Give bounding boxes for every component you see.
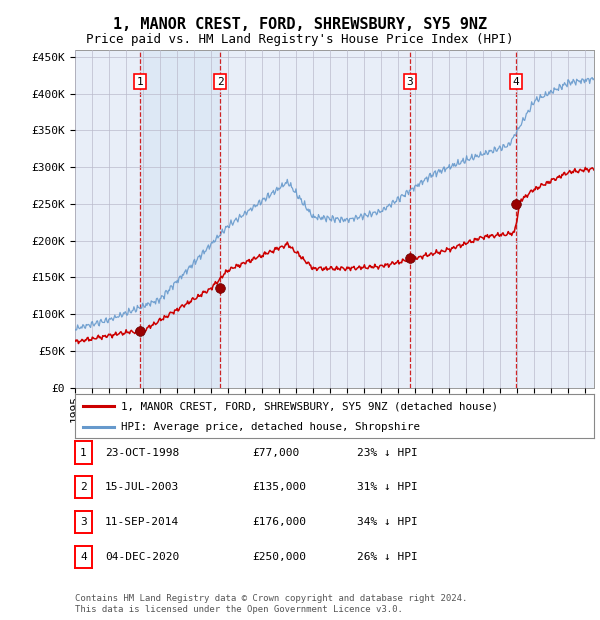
Text: £250,000: £250,000 <box>252 552 306 562</box>
Text: 2: 2 <box>217 77 224 87</box>
Text: HPI: Average price, detached house, Shropshire: HPI: Average price, detached house, Shro… <box>121 422 419 432</box>
Text: Contains HM Land Registry data © Crown copyright and database right 2024.
This d: Contains HM Land Registry data © Crown c… <box>75 595 467 614</box>
Text: £176,000: £176,000 <box>252 517 306 527</box>
Text: 1, MANOR CREST, FORD, SHREWSBURY, SY5 9NZ (detached house): 1, MANOR CREST, FORD, SHREWSBURY, SY5 9N… <box>121 401 497 411</box>
Text: 1: 1 <box>80 448 87 458</box>
Text: 31% ↓ HPI: 31% ↓ HPI <box>357 482 418 492</box>
Text: 4: 4 <box>512 77 520 87</box>
Text: 11-SEP-2014: 11-SEP-2014 <box>105 517 179 527</box>
Text: 3: 3 <box>407 77 413 87</box>
Text: £77,000: £77,000 <box>252 448 299 458</box>
Text: 3: 3 <box>80 517 87 527</box>
Text: 15-JUL-2003: 15-JUL-2003 <box>105 482 179 492</box>
Text: 23% ↓ HPI: 23% ↓ HPI <box>357 448 418 458</box>
Text: 34% ↓ HPI: 34% ↓ HPI <box>357 517 418 527</box>
Text: 04-DEC-2020: 04-DEC-2020 <box>105 552 179 562</box>
Text: £135,000: £135,000 <box>252 482 306 492</box>
Text: Price paid vs. HM Land Registry's House Price Index (HPI): Price paid vs. HM Land Registry's House … <box>86 33 514 46</box>
Text: 1, MANOR CREST, FORD, SHREWSBURY, SY5 9NZ: 1, MANOR CREST, FORD, SHREWSBURY, SY5 9N… <box>113 17 487 32</box>
Text: 23-OCT-1998: 23-OCT-1998 <box>105 448 179 458</box>
Bar <box>140 50 220 388</box>
Text: 26% ↓ HPI: 26% ↓ HPI <box>357 552 418 562</box>
Text: 2: 2 <box>80 482 87 492</box>
Text: 4: 4 <box>80 552 87 562</box>
Text: 1: 1 <box>136 77 143 87</box>
